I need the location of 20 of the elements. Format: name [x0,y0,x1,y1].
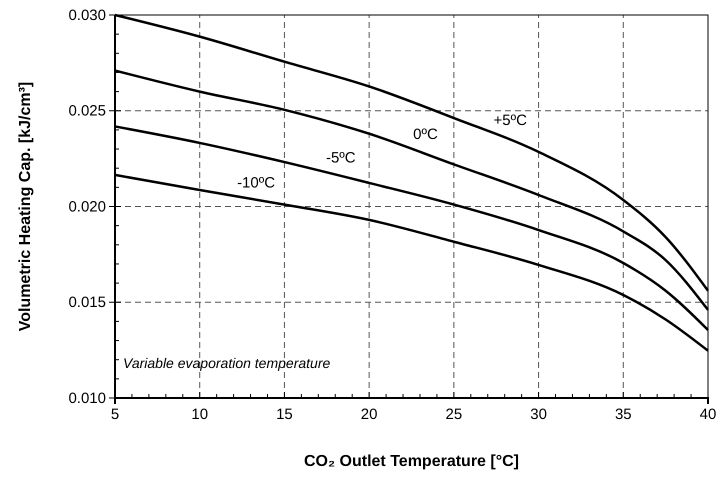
y-tick-label: 0.015 [68,294,106,312]
series-label: 0ºC [413,126,438,144]
series-label: -5ºC [326,150,356,167]
x-tick-label: 20 [360,406,378,423]
y-tick-label: 0.030 [68,6,106,24]
series-label: +5ºC [494,112,528,129]
y-axis-title: Volumetric Heating Cap. [kJ/cm³] [17,82,34,332]
x-axis-title: CO₂ Outlet Temperature [°C] [304,453,520,470]
y-tick-label: 0.025 [68,102,106,120]
x-tick-label: 40 [700,406,716,423]
x-tick-label: 25 [446,406,462,423]
x-tick-label: 15 [276,406,293,423]
annotation: Variable evaporation temperature [123,355,330,371]
x-tick-label: 30 [530,406,547,423]
x-tick-label: 10 [191,406,208,423]
y-tick-label: 0.020 [68,198,106,216]
series-label: -10ºC [237,174,276,192]
y-tick-label: 0.010 [68,390,106,407]
x-tick-label: 5 [110,406,120,423]
x-tick-label: 35 [614,406,632,423]
